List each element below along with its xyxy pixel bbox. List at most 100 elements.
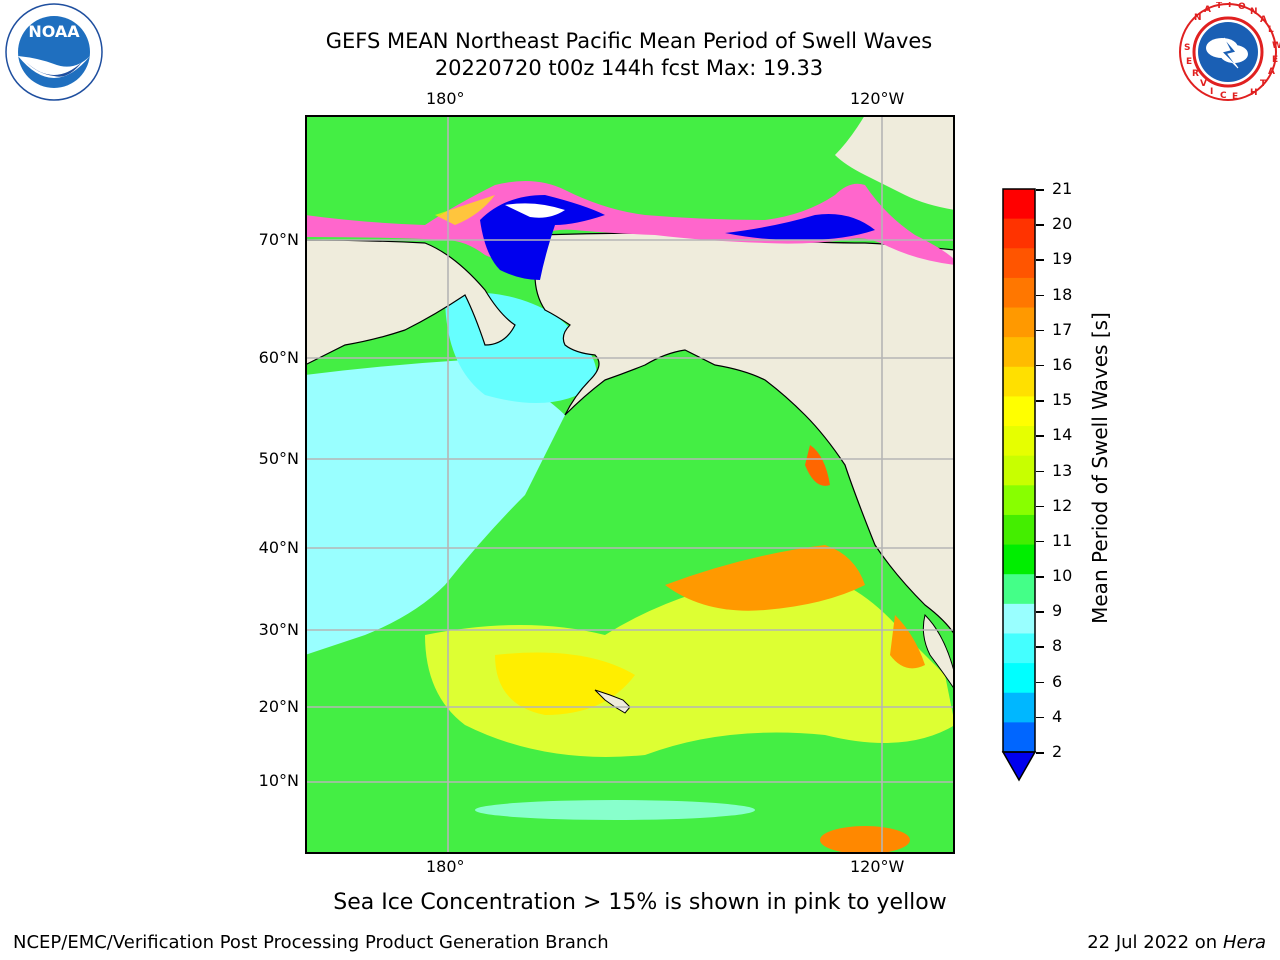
footer-date: 22 Jul 2022 on Hera [1087,932,1266,953]
svg-text:T: T [1260,79,1267,89]
colorbar-tick-label: 15 [1052,390,1073,410]
map-frame [305,115,955,854]
colorbar-frame [1002,188,1036,753]
footer-credit: NCEP/EMC/Verification Post Processing Pr… [13,932,609,953]
colorbar-tick-label: 12 [1052,495,1073,515]
sea-ice-pink [305,181,955,265]
colorbar-tick-mark [1036,540,1044,543]
map-subtitle: 20220720 t00z 144h fcst Max: 19.33 [434,56,824,80]
southern-strip [475,800,755,820]
svg-text:T: T [1216,2,1223,11]
colorbar-tick-mark [1036,752,1044,754]
colorbar-band [1003,633,1035,664]
svg-text:S: S [1184,43,1190,53]
svg-text:A: A [1268,67,1275,77]
svg-text:N: N [1194,13,1202,23]
colorbar-band [1003,663,1035,694]
colorbar [1001,188,1037,782]
colorbar-band [1003,307,1035,338]
svg-text:W: W [1272,41,1280,51]
colorbar-tick-label: 6 [1052,671,1063,691]
land-arctic-islands [835,115,955,210]
tick-20n: 20°N [258,697,299,716]
colorbar-band [1003,337,1035,368]
colorbar-tick-label: 14 [1052,425,1073,445]
noaa-logo-text: NOAA [28,22,80,41]
tick-bottom-120w: 120°W [850,857,905,876]
colorbar-tick-mark [1036,435,1044,437]
colorbar-tick-mark [1036,716,1044,719]
colorbar-band [1003,514,1035,546]
colorbar-band [1003,366,1035,397]
southern-orange-patch [820,826,910,854]
footer-host: Hera [1222,932,1266,953]
svg-text:O: O [1238,2,1246,12]
colorbar-tick-mark [1036,611,1044,613]
colorbar-tick-mark [1036,259,1044,261]
svg-text:C: C [1220,91,1227,101]
colorbar-tick-label: 9 [1052,601,1063,621]
colorbar-band [1003,692,1035,723]
colorbar-band [1003,574,1035,605]
sea-ice-white [505,203,565,218]
colorbar-tick-label: 18 [1052,284,1073,304]
colorbar-tick-mark [1036,400,1044,402]
colorbar-tick-mark [1036,470,1044,472]
svg-text:E: E [1272,55,1278,65]
colorbar-tick-label: 4 [1052,706,1063,726]
colorbar-band [1003,189,1035,220]
colorbar-tick-label: 17 [1052,319,1073,339]
svg-text:A: A [1204,5,1211,15]
graticule [305,115,955,854]
tick-bottom-180: 180° [426,857,465,876]
map-title: GEFS MEAN Northeast Pacific Mean Period … [325,29,933,53]
colorbar-tick-mark [1036,364,1044,367]
colorbar-band [1003,396,1035,427]
tick-50n: 50°N [258,449,299,468]
colorbar-tick-label: 13 [1052,460,1073,480]
svg-text:E: E [1186,57,1192,67]
colorbar-band [1003,248,1035,279]
sea-ice-yellow [435,195,495,225]
colorbar-tick-mark [1036,329,1044,332]
colorbar-extend-arrow [1001,751,1037,782]
land-north-america [533,232,955,637]
orange-coastal-patch [890,615,925,669]
colorbar-band [1003,218,1035,249]
colorbar-band [1003,426,1035,457]
colorbar-tick-label: 2 [1052,742,1063,761]
svg-text:E: E [1232,92,1238,102]
sea-ice-blue-chukchi [480,195,605,280]
tick-10n: 10°N [258,771,299,790]
swell-period-map[interactable] [305,115,955,854]
colorbar-tick-mark [1036,224,1044,226]
colorbar-tick-label: 16 [1052,354,1073,374]
svg-text:A: A [1260,15,1267,25]
svg-text:L: L [1268,25,1274,35]
colorbar-band [1003,722,1035,753]
svg-text:N: N [1250,7,1258,17]
colorbar-tick-mark [1036,294,1044,297]
colorbar-tick-mark [1036,681,1044,684]
land-siberia [305,239,516,366]
noaa-logo: NOAA [5,3,103,101]
svg-text:I: I [1210,87,1213,97]
colorbar-label: Mean Period of Swell Waves [s] [1088,312,1112,624]
colorbar-tick-label: 20 [1052,214,1073,234]
colorbar-band [1003,603,1035,634]
tick-60n: 60°N [258,348,299,367]
colorbar-band [1003,544,1035,575]
colorbar-band [1003,455,1035,486]
colorbar-tick-label: 10 [1052,566,1073,586]
high-period-band [665,545,865,611]
tick-40n: 40°N [258,538,299,557]
colorbar-tick-mark [1036,576,1044,578]
tick-top-180: 180° [426,89,465,108]
tick-30n: 30°N [258,620,299,639]
colorbar-tick-mark [1036,505,1044,508]
svg-text:H: H [1250,88,1258,98]
tick-top-120w: 120°W [850,89,905,108]
colorbar-tick-label: 19 [1052,249,1073,269]
colorbar-band [1003,485,1035,516]
